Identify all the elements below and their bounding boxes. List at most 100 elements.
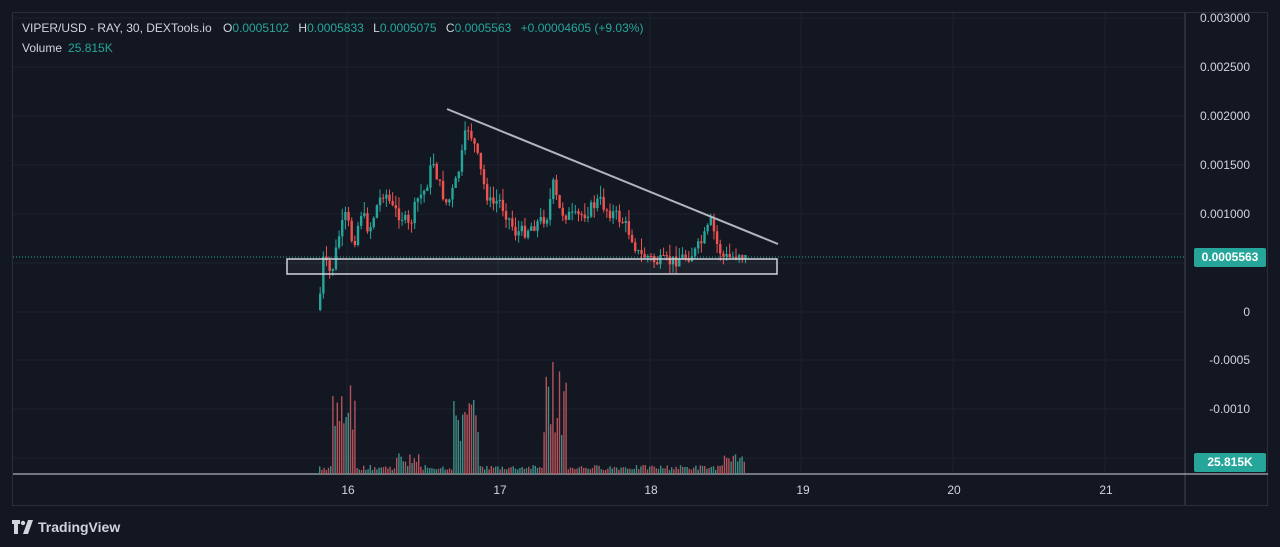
- candle-body: [476, 143, 479, 153]
- volume-bar: [640, 466, 642, 474]
- volume-bar: [539, 467, 541, 474]
- volume-label: Volume: [22, 41, 63, 55]
- volume-bar: [374, 467, 376, 474]
- volume-bar: [407, 465, 409, 474]
- volume-bar: [594, 465, 596, 474]
- volume-bar: [451, 469, 453, 474]
- volume-bar: [354, 400, 356, 474]
- volume-bar: [695, 465, 697, 474]
- volume-bar: [519, 468, 521, 474]
- candle-body: [558, 195, 561, 208]
- volume-bar: [528, 466, 530, 474]
- volume-bar: [330, 466, 332, 474]
- volume-legend: Volume 25.815K: [22, 41, 113, 55]
- volume-bar: [534, 465, 536, 474]
- volume-bar: [409, 454, 411, 474]
- volume-bar: [396, 457, 398, 474]
- volume-bar: [545, 376, 547, 474]
- candle-body: [646, 255, 649, 258]
- volume-bar: [547, 386, 550, 474]
- candle-body: [382, 197, 385, 199]
- x-tick-label: 20: [947, 483, 961, 497]
- volume-bar: [453, 401, 455, 474]
- candle-body: [734, 256, 738, 259]
- candle-body: [561, 207, 564, 216]
- volume-bar: [585, 467, 587, 474]
- candle-body: [448, 199, 451, 203]
- volume-bar: [503, 468, 506, 474]
- candle-body: [552, 179, 555, 200]
- volume-bar: [620, 467, 622, 474]
- candle-body: [460, 150, 464, 172]
- volume-bar: [420, 466, 422, 474]
- volume-bar: [543, 432, 545, 474]
- y-tick-label: 0: [1243, 305, 1250, 319]
- volume-bar: [345, 417, 347, 474]
- candle-body: [605, 209, 609, 211]
- volume-bar: [356, 468, 358, 474]
- volume-bar: [325, 469, 327, 474]
- volume-bar: [385, 466, 387, 474]
- volume-bar: [682, 466, 684, 474]
- price-badge: 0.0005563: [1194, 248, 1266, 267]
- volume-bar: [550, 424, 552, 474]
- candle-body: [725, 253, 728, 257]
- volume-bar: [653, 466, 655, 474]
- candle-body: [674, 256, 678, 267]
- volume-bar: [728, 458, 730, 474]
- high-label: H: [298, 21, 308, 35]
- volume-bar: [334, 425, 336, 474]
- volume-bar: [530, 468, 532, 474]
- x-tick-label: 17: [493, 483, 507, 497]
- candle-body: [341, 219, 344, 237]
- volume-bar: [464, 411, 466, 474]
- volume-bar: [646, 469, 649, 474]
- volume-bar: [741, 456, 743, 474]
- candle-body: [400, 219, 404, 221]
- candle-body: [536, 221, 539, 231]
- candle-body: [511, 218, 514, 227]
- volume-bar: [446, 469, 448, 474]
- volume-bar: [393, 468, 396, 474]
- candle-body: [347, 211, 350, 221]
- candle-body: [596, 198, 599, 209]
- volume-bar: [613, 466, 616, 474]
- y-tick-label: -0.0010: [1209, 402, 1250, 416]
- candle-body: [419, 194, 423, 199]
- volume-bar: [605, 469, 607, 474]
- candle-body: [624, 221, 627, 224]
- candle-body: [700, 241, 703, 244]
- ohlc-legend: VIPER/USD - RAY, 30, DEXTools.io O0.0005…: [22, 21, 643, 35]
- y-tick-label: 0.001000: [1199, 207, 1250, 221]
- volume-bar: [574, 469, 576, 474]
- volume-bar: [484, 469, 486, 474]
- candle-body: [504, 210, 508, 220]
- low-label: L: [373, 21, 380, 35]
- candle-body: [621, 222, 624, 224]
- volume-bar: [367, 469, 369, 474]
- volume-bar: [715, 469, 717, 474]
- volume-bar: [338, 420, 341, 474]
- candle-body: [517, 231, 520, 236]
- volume-bar: [611, 468, 613, 474]
- volume-bar: [437, 468, 440, 474]
- volume-bar: [607, 468, 609, 474]
- volume-bar: [706, 468, 708, 474]
- volume-bar: [732, 455, 734, 474]
- low-value: 0.0005075: [379, 21, 437, 35]
- volume-bar: [473, 399, 475, 474]
- volume-bar: [686, 466, 688, 474]
- candle-body: [611, 211, 615, 219]
- chart-frame[interactable]: [12, 12, 1268, 506]
- tradingview-logo[interactable]: TradingView: [12, 518, 120, 536]
- volume-bar: [380, 467, 382, 474]
- volume-value: 25.815K: [68, 41, 113, 55]
- volume-bar: [710, 466, 712, 474]
- candle-body: [656, 262, 659, 265]
- volume-bar: [512, 466, 514, 474]
- candle-body: [731, 256, 735, 258]
- volume-bar: [517, 469, 519, 474]
- candle-body: [678, 258, 681, 267]
- volume-bar: [376, 469, 378, 474]
